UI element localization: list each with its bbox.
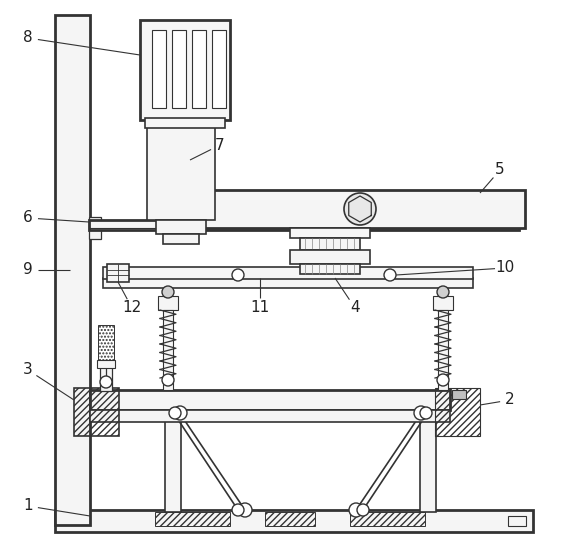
Circle shape xyxy=(162,374,174,386)
Text: 9: 9 xyxy=(23,263,33,277)
Bar xyxy=(192,30,206,108)
Bar xyxy=(420,415,436,512)
Circle shape xyxy=(162,286,174,298)
Text: 8: 8 xyxy=(23,31,33,45)
Bar xyxy=(89,220,519,230)
Text: 12: 12 xyxy=(123,300,142,316)
Circle shape xyxy=(232,269,244,281)
Circle shape xyxy=(414,406,428,420)
Bar xyxy=(103,267,473,279)
Bar xyxy=(147,120,215,220)
Circle shape xyxy=(384,269,396,281)
Bar xyxy=(55,510,533,532)
Text: 10: 10 xyxy=(495,260,515,276)
Bar xyxy=(163,310,173,390)
Bar xyxy=(155,512,230,526)
Bar xyxy=(140,20,230,120)
Circle shape xyxy=(357,504,369,516)
Bar xyxy=(89,217,101,239)
Bar xyxy=(435,388,480,436)
Bar xyxy=(74,388,119,436)
Bar xyxy=(103,278,473,288)
Bar xyxy=(350,512,425,526)
Text: 1: 1 xyxy=(23,498,33,514)
Circle shape xyxy=(173,406,187,420)
Text: 2: 2 xyxy=(505,393,515,408)
Bar xyxy=(152,30,166,108)
Text: 4: 4 xyxy=(350,300,360,316)
Bar xyxy=(90,410,450,422)
Bar xyxy=(98,325,114,365)
Bar xyxy=(265,512,315,526)
Circle shape xyxy=(437,286,449,298)
Bar xyxy=(107,264,129,282)
Circle shape xyxy=(344,193,376,225)
Bar xyxy=(165,415,181,512)
Bar xyxy=(145,118,225,128)
Circle shape xyxy=(349,503,363,517)
Circle shape xyxy=(238,503,252,517)
Text: 3: 3 xyxy=(23,363,33,377)
Bar xyxy=(90,390,450,410)
Text: 6: 6 xyxy=(23,211,33,225)
Circle shape xyxy=(232,504,244,516)
Bar xyxy=(290,228,370,238)
Bar xyxy=(163,234,199,244)
Bar xyxy=(508,516,526,526)
Bar xyxy=(300,264,360,274)
Circle shape xyxy=(437,374,449,386)
Bar xyxy=(195,190,525,228)
Bar xyxy=(158,296,178,310)
Circle shape xyxy=(100,376,112,388)
Circle shape xyxy=(420,407,432,419)
Bar xyxy=(452,390,466,399)
Text: 11: 11 xyxy=(251,300,270,316)
Bar xyxy=(156,220,206,234)
Bar xyxy=(97,360,115,368)
Bar xyxy=(438,310,448,390)
Bar xyxy=(55,15,90,525)
Bar xyxy=(212,30,226,108)
Bar xyxy=(100,365,112,391)
Bar xyxy=(290,250,370,264)
Circle shape xyxy=(169,407,181,419)
Bar xyxy=(433,296,453,310)
Text: 7: 7 xyxy=(215,137,225,153)
Bar xyxy=(172,30,186,108)
Bar xyxy=(300,238,360,250)
Text: 5: 5 xyxy=(495,162,505,177)
